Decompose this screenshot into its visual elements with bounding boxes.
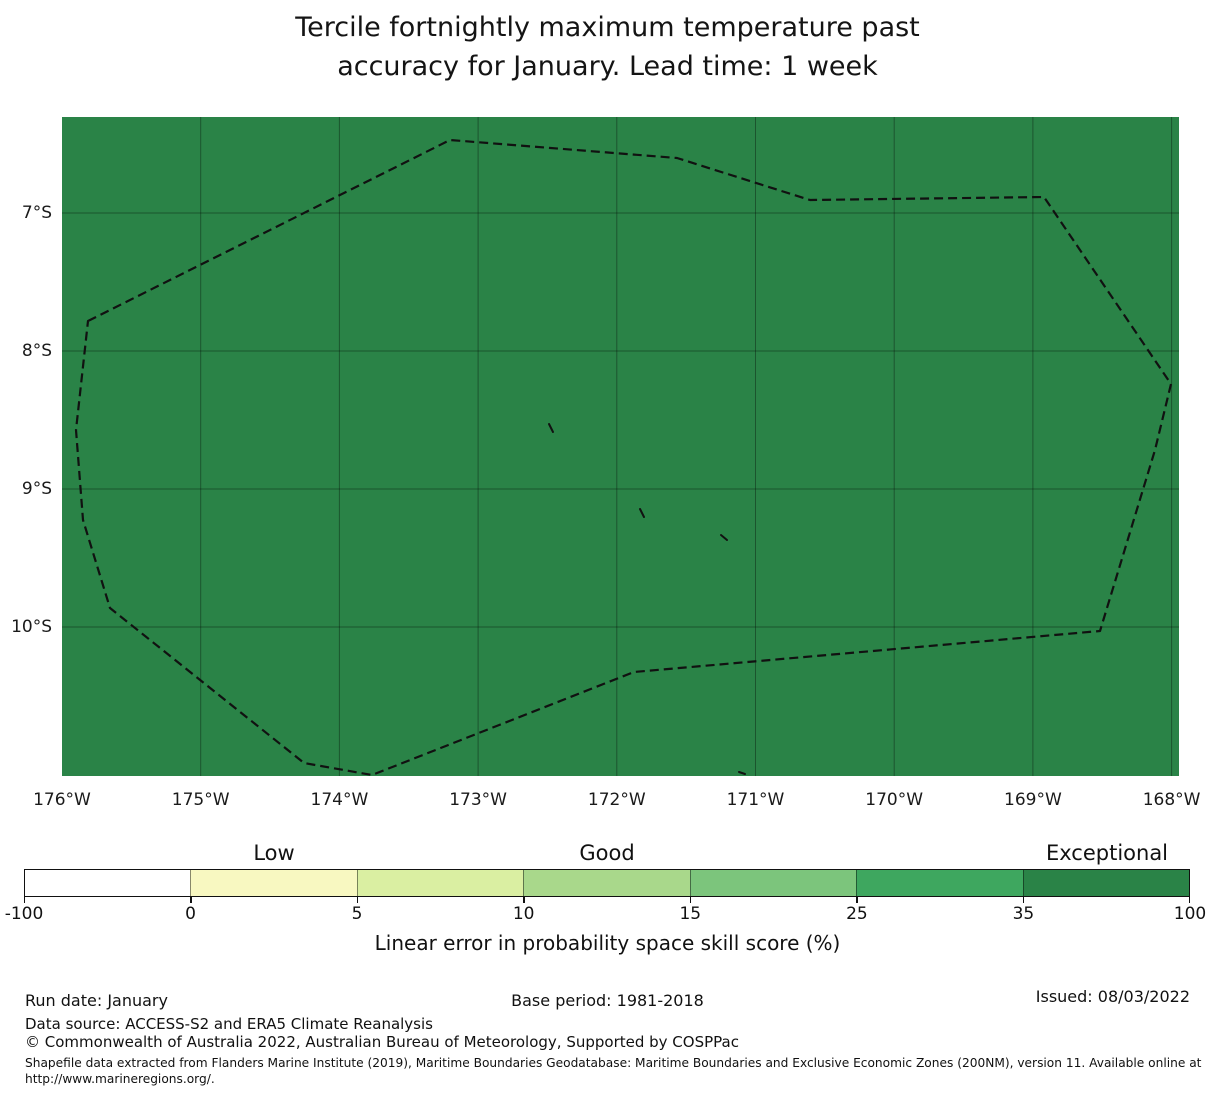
lat-axis-label-7s: 7°S	[21, 203, 52, 223]
colorbar-segment-3	[356, 870, 524, 896]
map-gridlines	[62, 117, 1179, 776]
colorbar-segment-6	[856, 870, 1023, 896]
island-markers	[548, 423, 746, 775]
page-title-line2: accuracy for January. Lead time: 1 week	[337, 51, 878, 82]
map-plot	[62, 117, 1179, 776]
colorbar-ticklabel-0: 0	[185, 904, 196, 924]
island-marker	[738, 771, 746, 775]
lon-axis-label-174w: 174°W	[310, 790, 369, 810]
shapefile-note-line2: http://www.marineregions.org/.	[25, 1071, 215, 1086]
colorbar	[24, 869, 1190, 897]
colorbar-category-low: Low	[253, 841, 295, 865]
eez-boundary-line	[74, 138, 1173, 776]
colorbar-ticklabel-10: 10	[512, 904, 535, 924]
colorbar-tick	[1188, 897, 1190, 903]
colorbar-segment-5	[689, 870, 857, 896]
issued-date-label: Issued: 08/03/2022	[1035, 987, 1190, 1006]
colorbar-tick	[856, 897, 858, 903]
colorbar-tick	[23, 897, 25, 903]
shapefile-note: Shapefile data extracted from Flanders M…	[25, 1056, 1201, 1087]
colorbar-ticklabel-5: 5	[351, 904, 363, 924]
island-marker	[720, 534, 728, 541]
colorbar-segment-4	[523, 870, 690, 896]
lat-axis-label-9s: 9°S	[21, 479, 52, 499]
colorbar-tick	[523, 897, 525, 903]
data-source-label: Data source: ACCESS-S2 and ERA5 Climate …	[25, 1015, 433, 1033]
shapefile-note-line1: Shapefile data extracted from Flanders M…	[25, 1056, 1202, 1070]
page-title: Tercile fortnightly maximum temperature …	[0, 8, 1215, 86]
lon-axis-label-171w: 171°W	[726, 790, 785, 810]
lat-axis-label-10s: 10°S	[11, 617, 52, 637]
colorbar-category-good: Good	[579, 841, 635, 865]
map-canvas	[62, 117, 1179, 776]
colorbar-segment-2	[190, 870, 357, 896]
colorbar-segment-7	[1022, 870, 1189, 896]
island-marker	[639, 508, 645, 518]
lon-axis-label-169w: 169°W	[1004, 790, 1062, 810]
colorbar-ticklabel-25: 25	[846, 904, 868, 924]
colorbar-ticklabel-35: 35	[1012, 904, 1035, 924]
page-title-line1: Tercile fortnightly maximum temperature …	[295, 12, 920, 43]
colorbar-caption: Linear error in probability space skill …	[374, 931, 841, 955]
base-period-label: Base period: 1981-2018	[511, 991, 704, 1010]
colorbar-tick	[689, 897, 692, 903]
colorbar-tick	[356, 897, 359, 903]
colorbar-ticklabel-100: 100	[1173, 904, 1207, 924]
lon-axis-label-175w: 175°W	[171, 790, 230, 810]
colorbar-tick	[1022, 897, 1025, 903]
copyright-label: © Commonwealth of Australia 2022, Austra…	[25, 1033, 739, 1051]
colorbar-segment-1	[25, 870, 191, 896]
island-marker	[548, 423, 554, 433]
lon-axis-label-172w: 172°W	[587, 790, 646, 810]
colorbar-ticklabel-15: 15	[679, 904, 702, 924]
lon-axis-label-168w: 168°W	[1142, 790, 1201, 810]
lon-axis-label-176w: 176°W	[33, 790, 91, 810]
lon-axis-label-170w: 170°W	[865, 790, 924, 810]
lon-axis-label-173w: 173°W	[449, 790, 507, 810]
run-date-label: Run date: January	[25, 991, 168, 1010]
lat-axis-label-8s: 8°S	[21, 341, 52, 361]
colorbar-tick	[190, 897, 192, 903]
colorbar-ticklabel-n100: -100	[4, 904, 44, 924]
colorbar-category-exceptional: Exceptional	[1045, 841, 1169, 865]
